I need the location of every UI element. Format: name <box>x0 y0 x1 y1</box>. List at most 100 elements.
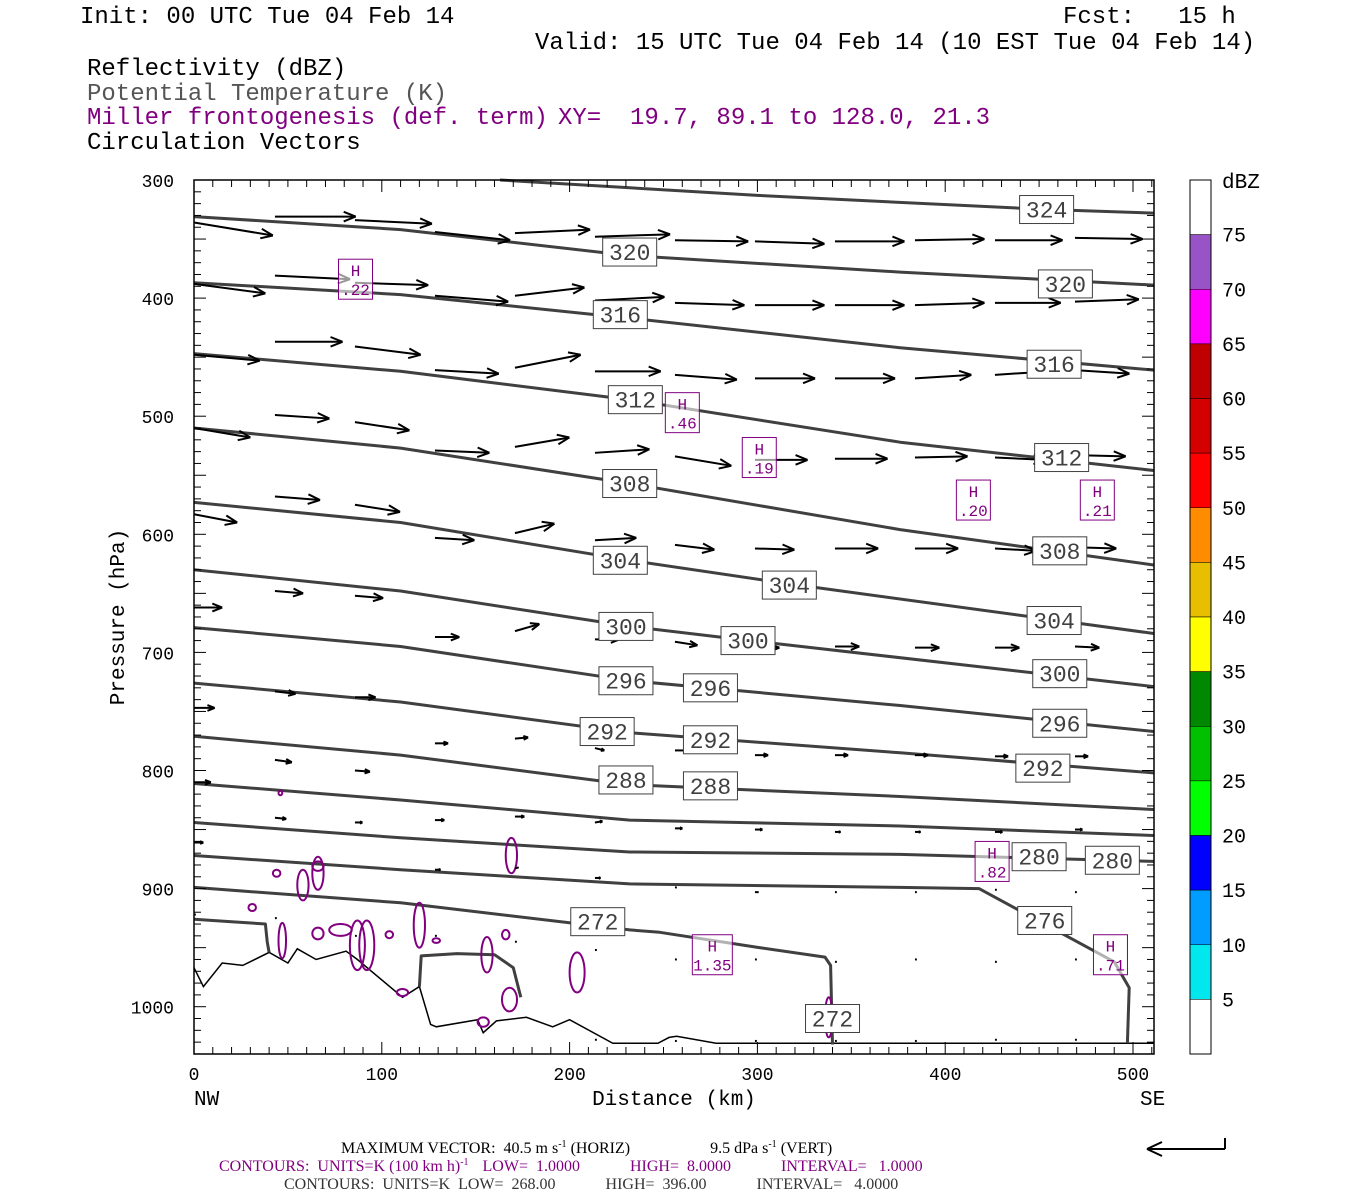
circulation-vector <box>994 753 1009 760</box>
circulation-vector <box>1074 293 1140 306</box>
circulation-vector <box>274 336 343 348</box>
circulation-vector <box>354 345 422 360</box>
colorbar-swatch <box>1189 726 1212 782</box>
theta-label-box <box>720 626 776 656</box>
cross-section-endpoints: XY= 19.7, 89.1 to 128.0, 21.3 <box>558 105 991 132</box>
vector-head <box>316 412 330 424</box>
colorbar-level-label: 30 <box>1222 717 1246 740</box>
frontogenesis-max-symbol: H <box>969 484 979 502</box>
vector-head <box>419 217 433 229</box>
x-tick-label: 300 <box>741 1066 773 1086</box>
circulation-vector <box>514 351 582 369</box>
vector-head <box>679 826 683 831</box>
fg-low: LOW= 1.0000 <box>482 1158 580 1175</box>
theta-high: HIGH= 396.00 <box>605 1176 707 1193</box>
circulation-vector <box>674 640 699 649</box>
theta-label-box <box>1032 659 1088 689</box>
circulation-vector <box>274 689 297 697</box>
y-tick-label: 600 <box>142 527 174 547</box>
theta-label: 304 <box>769 574 810 600</box>
circulation-vector <box>1074 753 1089 760</box>
circulation-vector <box>193 221 274 240</box>
colorbar-level-label: 5 <box>1222 990 1234 1013</box>
vector-shaft <box>1074 236 1143 241</box>
y-tick-label: 300 <box>142 173 174 193</box>
vector-head <box>281 816 287 822</box>
vector-head <box>207 704 216 712</box>
vector-head <box>577 224 591 236</box>
circulation-vector <box>834 299 905 311</box>
vector-head <box>224 514 238 526</box>
terrain-line <box>193 947 1154 1045</box>
vector-shaft <box>914 238 985 242</box>
vector-shaft <box>674 239 749 243</box>
frontogenesis-max-box <box>664 392 700 434</box>
theta-label: 300 <box>605 615 646 641</box>
vector-shaft <box>354 594 384 600</box>
circulation-vector <box>914 542 959 555</box>
vector-shaft <box>434 449 490 454</box>
colorbar-frame <box>1189 179 1212 1055</box>
x-end-label-nw: NW <box>194 1089 220 1112</box>
theta-label: 320 <box>1045 273 1086 299</box>
frontogenesis-contour <box>277 789 284 797</box>
vector-shaft <box>514 353 581 369</box>
circulation-vector <box>834 542 879 555</box>
vert-tag: (VERT) <box>776 1140 833 1157</box>
theta-label: 272 <box>577 911 618 937</box>
theta-label: 304 <box>1033 610 1074 636</box>
colorbar-swatch <box>1189 343 1212 399</box>
vector-head <box>486 367 500 379</box>
theta-contour-288 <box>193 734 1154 811</box>
vector-shaft <box>674 640 698 647</box>
x-tick-label: 0 <box>189 1066 200 1086</box>
max-vector-horiz: MAXIMUM VECTOR: 40.5 m s <box>341 1140 559 1157</box>
vector-shaft <box>514 436 570 448</box>
superscript: -1 <box>460 1157 469 1168</box>
vector-head <box>1116 367 1130 379</box>
frontogenesis-contour <box>311 855 325 891</box>
frontogenesis-max-symbol: H <box>754 442 764 460</box>
theta-contour-268 <box>193 917 271 953</box>
colorbar-level-label: 55 <box>1222 444 1246 467</box>
vector-shaft <box>594 448 650 454</box>
circulation-vector <box>994 829 1003 834</box>
vector-head <box>1010 643 1020 653</box>
frontogenesis-max-value: 1.35 <box>693 958 731 976</box>
colorbar-swatch <box>1189 234 1212 290</box>
theta-label: 280 <box>1018 846 1059 872</box>
vector-head <box>438 867 441 872</box>
circulation-vector <box>994 234 1063 246</box>
theta-contour-316 <box>193 281 1154 372</box>
circulation-vector <box>274 758 293 765</box>
circulation-vector <box>834 452 888 465</box>
circulation-vector <box>274 816 287 822</box>
vector-shaft <box>193 221 274 237</box>
circulation-vector <box>834 752 849 758</box>
vector-shaft <box>354 421 410 432</box>
vector-head <box>735 235 749 247</box>
circulation-vector <box>914 297 985 309</box>
circulation-vector <box>354 693 376 702</box>
vector-head <box>461 533 475 546</box>
field-reflectivity: Reflectivity (dBZ) <box>87 56 347 83</box>
circulation-vector <box>194 602 223 613</box>
vector-head <box>330 336 343 348</box>
circulation-vector <box>1074 827 1083 832</box>
x-tick-label: 500 <box>1117 1066 1149 1086</box>
colorbar-swatch <box>1189 835 1212 891</box>
circulation-vector <box>193 282 266 298</box>
circulation-vector <box>914 752 929 758</box>
theta-label-box <box>1034 443 1090 473</box>
vector-head <box>387 504 401 516</box>
vector-head <box>999 829 1003 834</box>
circulation-vector <box>834 235 905 248</box>
vector-shaft <box>354 503 401 513</box>
y-axis-title: Pressure (hPa) <box>108 529 131 705</box>
vector-head <box>287 689 297 697</box>
theta-contour-300 <box>193 568 1154 689</box>
circulation-vector <box>193 427 251 442</box>
frontogenesis-contour <box>358 919 376 972</box>
y-tick-label: 900 <box>142 882 174 902</box>
circulation-vector <box>594 819 603 824</box>
